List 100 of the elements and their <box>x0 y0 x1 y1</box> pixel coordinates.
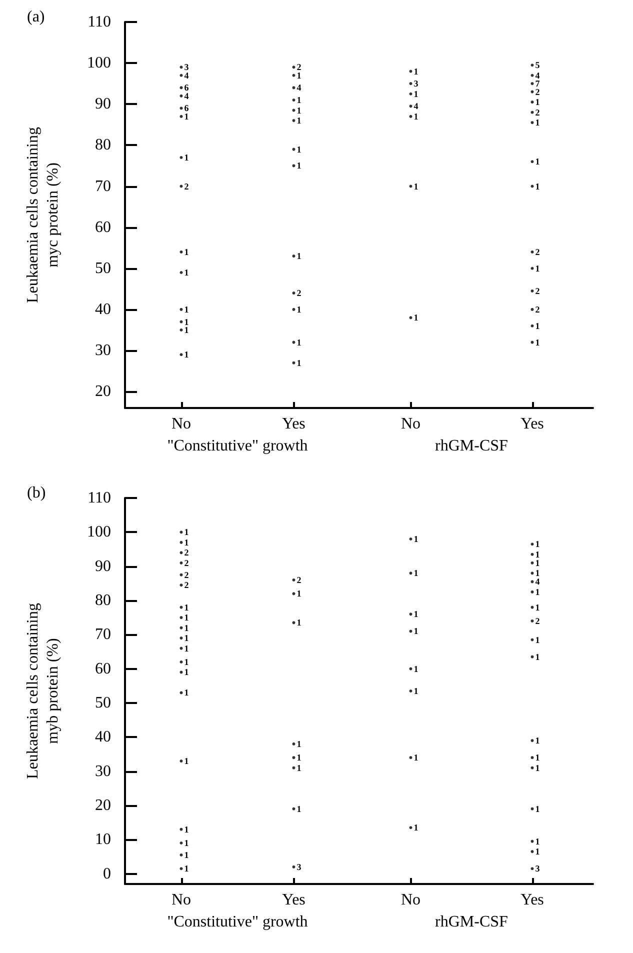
y-tick-label: 70 <box>95 626 111 644</box>
annotation: 4 <box>184 90 190 101</box>
annotation: 4 <box>296 82 302 93</box>
annotation: 2 <box>535 246 540 257</box>
annotation: 1 <box>535 602 540 612</box>
annotation: 4 <box>535 576 540 587</box>
annotation: 1 <box>184 756 190 766</box>
annotation: 1 <box>296 804 302 814</box>
annotation: 1 <box>184 667 190 678</box>
annotation: 1 <box>184 324 190 335</box>
x-tick-label: Yes <box>520 416 544 432</box>
y-tick-label: 20 <box>95 383 111 400</box>
annotation: 1 <box>296 144 302 154</box>
x-tick-label: Yes <box>520 892 544 908</box>
y-tick-label: 80 <box>95 592 111 609</box>
y-axis-title: Leukaemia cells containing myc protein (%) <box>24 127 62 303</box>
annotation: 1 <box>414 111 419 122</box>
y-tick-label: 30 <box>95 342 111 360</box>
y-tick-label: 110 <box>88 490 111 506</box>
annotation: 1 <box>184 246 190 257</box>
annotation: 1 <box>296 70 302 80</box>
annotation: 2 <box>535 304 540 314</box>
y-tick-label: 20 <box>95 796 111 814</box>
x-axis-title: "Constitutive" growth <box>167 914 308 930</box>
annotation: 3 <box>184 62 190 72</box>
x-tick-label: No <box>400 416 421 432</box>
annotation: 1 <box>184 316 190 327</box>
annotation: 1 <box>184 152 190 163</box>
x-axis-title: rhGM-CSF <box>435 438 508 454</box>
annotation: 1 <box>535 156 540 167</box>
annotation: 4 <box>535 70 540 80</box>
annotation: 1 <box>535 263 540 274</box>
annotation: 1 <box>184 864 190 874</box>
annotation: 1 <box>535 652 540 662</box>
y-tick-label: 50 <box>95 694 111 712</box>
annotation: 1 <box>184 838 190 848</box>
y-tick-label: 90 <box>95 96 111 113</box>
annotation: 2 <box>296 62 302 72</box>
annotation: 1 <box>414 609 419 620</box>
x-axis-title: "Constitutive" growth <box>167 438 308 454</box>
annotation: 1 <box>296 738 302 749</box>
y-tick-label: 90 <box>95 558 111 575</box>
annotation: 2 <box>535 286 540 296</box>
annotation: 1 <box>535 762 540 773</box>
annotation: 1 <box>184 527 190 538</box>
annotation: 1 <box>414 312 419 323</box>
annotation: 5 <box>535 60 540 70</box>
annotation: 1 <box>184 850 190 860</box>
annotation: 1 <box>535 181 540 192</box>
annotation: 1 <box>535 634 540 645</box>
annotation: 2 <box>535 616 540 626</box>
annotation: 1 <box>414 686 419 696</box>
x-tick-label: Yes <box>282 892 306 908</box>
y-tick-label: 80 <box>95 136 111 154</box>
annotation: 1 <box>184 622 190 633</box>
annotation: 2 <box>184 558 190 568</box>
annotation: 1 <box>184 643 190 654</box>
annotation: 1 <box>184 267 190 278</box>
y-tick-label: 40 <box>95 728 111 746</box>
annotation: 1 <box>184 688 190 698</box>
annotation: 2 <box>184 181 190 192</box>
y-tick-label: 50 <box>95 260 111 277</box>
annotation: 1 <box>184 602 190 612</box>
annotation: 6 <box>184 103 190 114</box>
annotation: 1 <box>414 568 419 578</box>
annotation: 4 <box>184 70 190 80</box>
y-tick-label: 60 <box>95 218 111 236</box>
annotation: 1 <box>296 304 302 314</box>
annotation: 1 <box>414 664 419 674</box>
y-tick-label: 0 <box>103 865 111 882</box>
x-axis-title: rhGM-CSF <box>435 914 508 930</box>
annotation: 1 <box>535 320 540 331</box>
annotation: 1 <box>184 537 190 548</box>
annotation: 1 <box>535 846 540 857</box>
annotation: 1 <box>184 612 190 623</box>
x-tick-label: No <box>400 892 421 908</box>
annotation: 1 <box>296 116 302 126</box>
annotation: 1 <box>184 656 190 667</box>
annotation: 1 <box>296 95 302 106</box>
chart-title: (a) <box>27 8 45 26</box>
annotation: 1 <box>296 358 302 368</box>
annotation: 1 <box>535 118 540 128</box>
annotation: 1 <box>296 337 302 348</box>
annotation: 1 <box>296 618 302 628</box>
y-tick-label: 100 <box>87 524 111 541</box>
annotation: 1 <box>184 824 190 834</box>
annotation: 1 <box>296 762 302 773</box>
annotation: 2 <box>296 288 302 298</box>
y-tick-label: 30 <box>95 762 111 780</box>
annotation: 1 <box>535 752 540 763</box>
y-tick-label: 40 <box>95 300 111 318</box>
chart-title: (b) <box>27 484 46 502</box>
annotation: 1 <box>184 304 190 314</box>
annotation: 1 <box>414 822 419 833</box>
annotation: 2 <box>535 86 540 97</box>
annotation: 1 <box>296 588 302 599</box>
annotation: 2 <box>184 570 190 580</box>
annotation: 7 <box>535 78 540 89</box>
annotation: 1 <box>535 736 540 746</box>
annotation: 4 <box>414 101 419 112</box>
